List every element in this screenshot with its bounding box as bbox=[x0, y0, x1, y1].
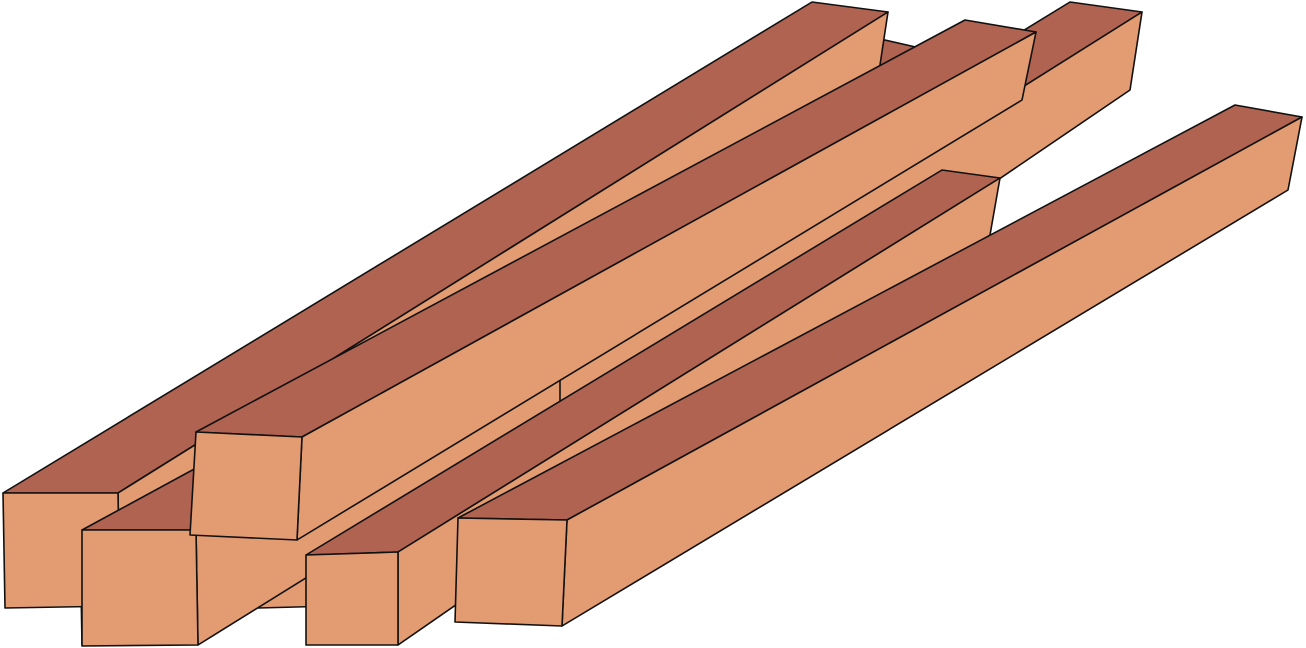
beam-front-right bbox=[454, 104, 1303, 627]
beam-top-middle bbox=[189, 19, 1037, 541]
beam-front-right-end bbox=[454, 517, 568, 627]
beam-front-middle-end bbox=[305, 551, 399, 646]
beam-top-middle-end bbox=[189, 431, 303, 541]
beam-front-left-end bbox=[81, 529, 199, 647]
